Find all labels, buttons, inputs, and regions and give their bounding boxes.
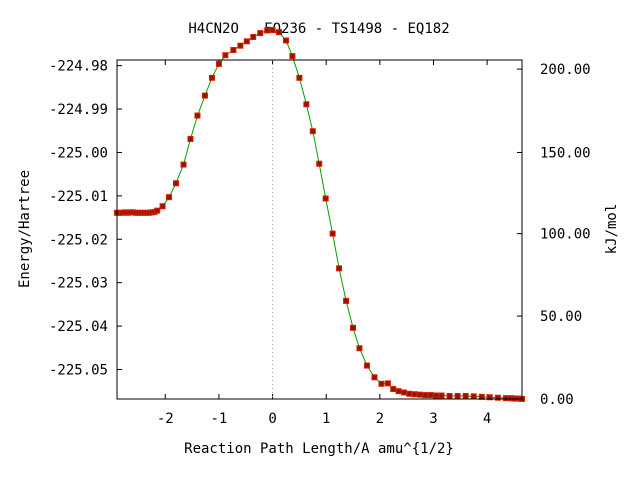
data-point — [462, 392, 469, 399]
x-tick-label: 4 — [483, 411, 491, 427]
data-point — [230, 47, 237, 54]
data-point — [427, 392, 434, 399]
data-point — [350, 324, 357, 331]
y2-tick-label: 100.00 — [540, 227, 591, 243]
x-axis-label: Reaction Path Length/A amu^{1/2} — [184, 441, 454, 457]
data-point — [446, 392, 453, 399]
data-point — [154, 207, 161, 214]
y2-tick-label: 0.00 — [540, 392, 574, 408]
y-axis-label: Energy/Hartree — [17, 170, 33, 288]
y2-tick-label: 150.00 — [540, 145, 591, 161]
data-point — [250, 33, 257, 40]
y-tick-label: -225.04 — [49, 319, 108, 335]
x-tick-label: 3 — [429, 411, 437, 427]
data-point — [378, 380, 385, 387]
data-point — [316, 160, 323, 167]
data-point — [173, 180, 180, 187]
data-point — [470, 393, 477, 400]
data-point — [343, 297, 350, 304]
x-tick-label: -2 — [157, 411, 174, 427]
data-point — [433, 392, 440, 399]
data-point — [336, 265, 343, 272]
data-point — [494, 394, 501, 401]
data-point — [395, 388, 402, 395]
data-point — [159, 203, 166, 210]
x-tick-label: -1 — [210, 411, 227, 427]
data-point — [201, 92, 208, 99]
y-tick-label: -225.01 — [49, 189, 108, 205]
data-point — [222, 52, 229, 59]
data-point — [276, 29, 282, 36]
data-point — [406, 390, 413, 397]
data-point — [309, 128, 316, 135]
y-tick-label: -225.00 — [49, 145, 108, 161]
data-point — [243, 38, 250, 45]
y-tick-label: -225.05 — [49, 362, 108, 378]
data-point — [289, 53, 296, 60]
plot-frame — [116, 59, 523, 400]
data-point — [329, 230, 336, 237]
data-point — [215, 60, 222, 67]
data-point — [166, 194, 173, 201]
y2-axis-label: kJ/mol — [604, 204, 620, 255]
chart-title: H4CN2O EQ236 - TS1498 - EQ182 — [188, 21, 449, 37]
data-point — [208, 74, 215, 81]
data-point — [269, 27, 276, 34]
x-tick-label: 0 — [268, 411, 276, 427]
data-point — [237, 42, 244, 49]
data-point — [400, 389, 407, 396]
data-points — [114, 27, 525, 402]
data-point — [371, 374, 378, 381]
data-point — [356, 345, 363, 352]
data-point — [282, 37, 289, 44]
data-point — [180, 161, 187, 168]
data-point — [264, 27, 271, 34]
data-point — [486, 394, 493, 401]
data-point — [390, 386, 397, 393]
data-point — [257, 30, 264, 37]
data-point — [422, 392, 429, 399]
data-point — [384, 380, 391, 387]
x-tick-label: 2 — [376, 411, 384, 427]
data-point — [454, 392, 461, 399]
y2-tick-label: 200.00 — [540, 62, 591, 78]
data-point — [411, 391, 418, 398]
y-tick-label: -225.03 — [49, 276, 108, 292]
data-point — [363, 362, 370, 369]
data-point — [322, 195, 329, 202]
data-point — [417, 391, 424, 398]
data-point — [303, 101, 310, 108]
data-point — [502, 395, 509, 402]
data-point — [296, 74, 303, 81]
y-tick-label: -224.98 — [49, 59, 108, 75]
y-tick-label: -224.99 — [49, 102, 108, 118]
y2-tick-label: 50.00 — [540, 309, 582, 325]
data-point — [187, 135, 194, 142]
data-point — [194, 112, 201, 119]
y-tick-label: -225.02 — [49, 232, 108, 248]
x-tick-label: 1 — [322, 411, 330, 427]
axis-ticks: -2 -1 0 1 2 3 4 -224.98 -224.99 -225.00 -225.01 -22… — [49, 59, 591, 427]
energy-curve — [117, 29, 523, 400]
data-point — [438, 392, 445, 399]
